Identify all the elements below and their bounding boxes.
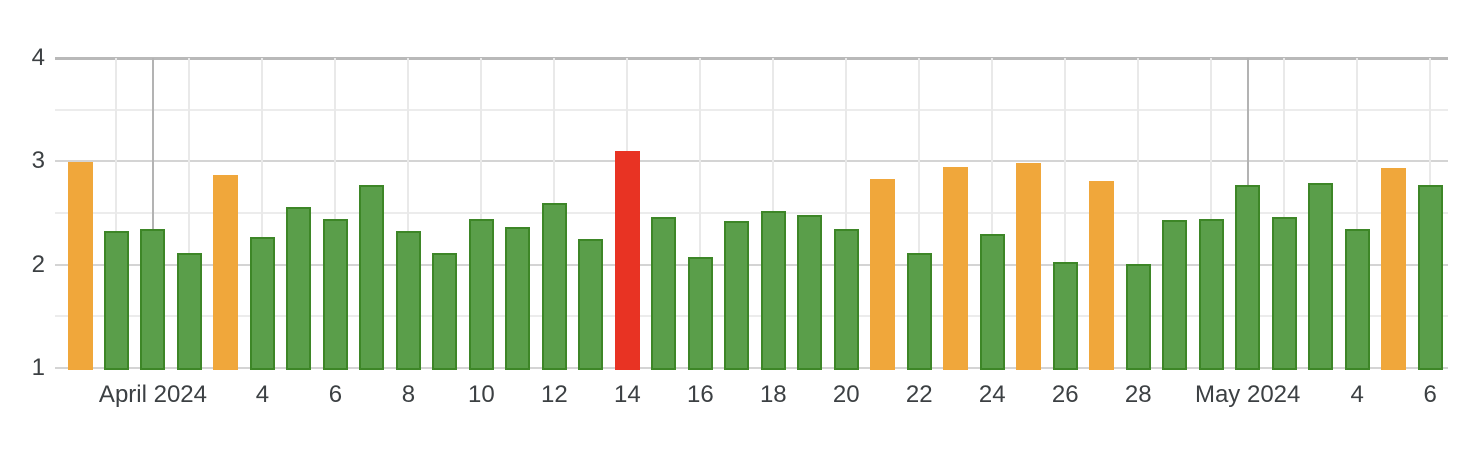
bar[interactable] (1162, 220, 1188, 370)
gridline-x (188, 58, 191, 368)
bar[interactable] (1089, 180, 1115, 370)
bar[interactable] (468, 219, 494, 370)
gridline-y (55, 263, 1448, 266)
bar[interactable] (1016, 163, 1042, 370)
x-axis-label: 6 (328, 381, 343, 408)
bar[interactable] (1198, 219, 1224, 370)
y-axis-label: 1 (31, 354, 45, 381)
bar[interactable] (395, 230, 421, 370)
x-axis-label: 24 (978, 381, 1006, 408)
gridline-x (115, 58, 118, 368)
gridline-y (55, 108, 1448, 111)
gridline-x (407, 58, 410, 368)
bar[interactable] (249, 236, 275, 370)
gridline-x (991, 58, 994, 368)
bar[interactable] (1417, 185, 1443, 370)
bar[interactable] (1308, 183, 1334, 370)
bar[interactable] (797, 215, 823, 370)
bar[interactable] (943, 166, 969, 370)
bar[interactable] (1125, 263, 1151, 370)
x-axis-label: April 2024 (98, 381, 208, 408)
gridline-x (845, 58, 848, 368)
gridline-x (699, 58, 702, 368)
bar[interactable] (870, 178, 896, 370)
gridline-x (480, 58, 483, 368)
x-axis-label: 20 (832, 381, 860, 408)
x-axis-label: 14 (613, 381, 641, 408)
gridline-x (1137, 58, 1140, 368)
bar[interactable] (67, 162, 93, 370)
bar[interactable] (541, 202, 567, 370)
gridline-y (55, 315, 1448, 318)
x-axis-label: 18 (759, 381, 787, 408)
bar[interactable] (1381, 167, 1407, 370)
x-axis-label: 12 (541, 381, 568, 408)
bar[interactable] (614, 151, 640, 370)
bar[interactable] (432, 253, 458, 370)
gridline-x (1210, 58, 1213, 368)
gridline-x (918, 58, 921, 368)
x-axis-label: 8 (401, 381, 416, 408)
x-axis-label: 26 (1051, 381, 1079, 408)
bar[interactable] (578, 238, 604, 370)
x-axis-label: 22 (905, 381, 933, 408)
y-axis-label: 2 (31, 250, 45, 278)
x-axis-label: 6 (1423, 381, 1437, 408)
gridline-x (1064, 58, 1067, 368)
gridline-x (261, 58, 264, 368)
gridline-y (55, 367, 1448, 369)
x-axis-label: 10 (468, 381, 495, 408)
gridline-month-start (151, 58, 154, 368)
x-axis-label: May 2024 (1194, 381, 1301, 408)
bar[interactable] (1235, 185, 1261, 370)
bar[interactable] (687, 257, 713, 370)
bar[interactable] (286, 206, 312, 370)
bar[interactable] (176, 253, 202, 370)
x-axis-label: 28 (1124, 381, 1152, 408)
bar[interactable] (103, 230, 129, 370)
bar[interactable] (1344, 228, 1370, 370)
bar[interactable] (505, 227, 531, 370)
bar[interactable] (833, 228, 859, 370)
gridline-x (1356, 58, 1359, 368)
gridline-y (55, 160, 1448, 163)
bar[interactable] (213, 174, 239, 370)
y-axis-label: 4 (31, 44, 45, 71)
y-axis-label: 3 (31, 147, 45, 175)
gridline-y (55, 56, 1448, 60)
bar[interactable] (359, 185, 385, 370)
bar[interactable] (651, 217, 677, 370)
bar[interactable] (906, 253, 932, 370)
bar[interactable] (979, 233, 1005, 370)
gridline-y (55, 212, 1448, 214)
gridline-x (1283, 58, 1286, 368)
bar[interactable] (760, 210, 786, 370)
bar[interactable] (322, 219, 348, 370)
bar[interactable] (1271, 217, 1297, 370)
x-axis-label: 4 (1350, 381, 1364, 408)
gridline-x (334, 58, 337, 368)
x-axis-label: 4 (255, 381, 270, 408)
bar[interactable] (1052, 261, 1078, 370)
x-axis-label: 16 (686, 381, 714, 408)
bar[interactable] (140, 228, 166, 370)
bar[interactable] (724, 221, 750, 370)
